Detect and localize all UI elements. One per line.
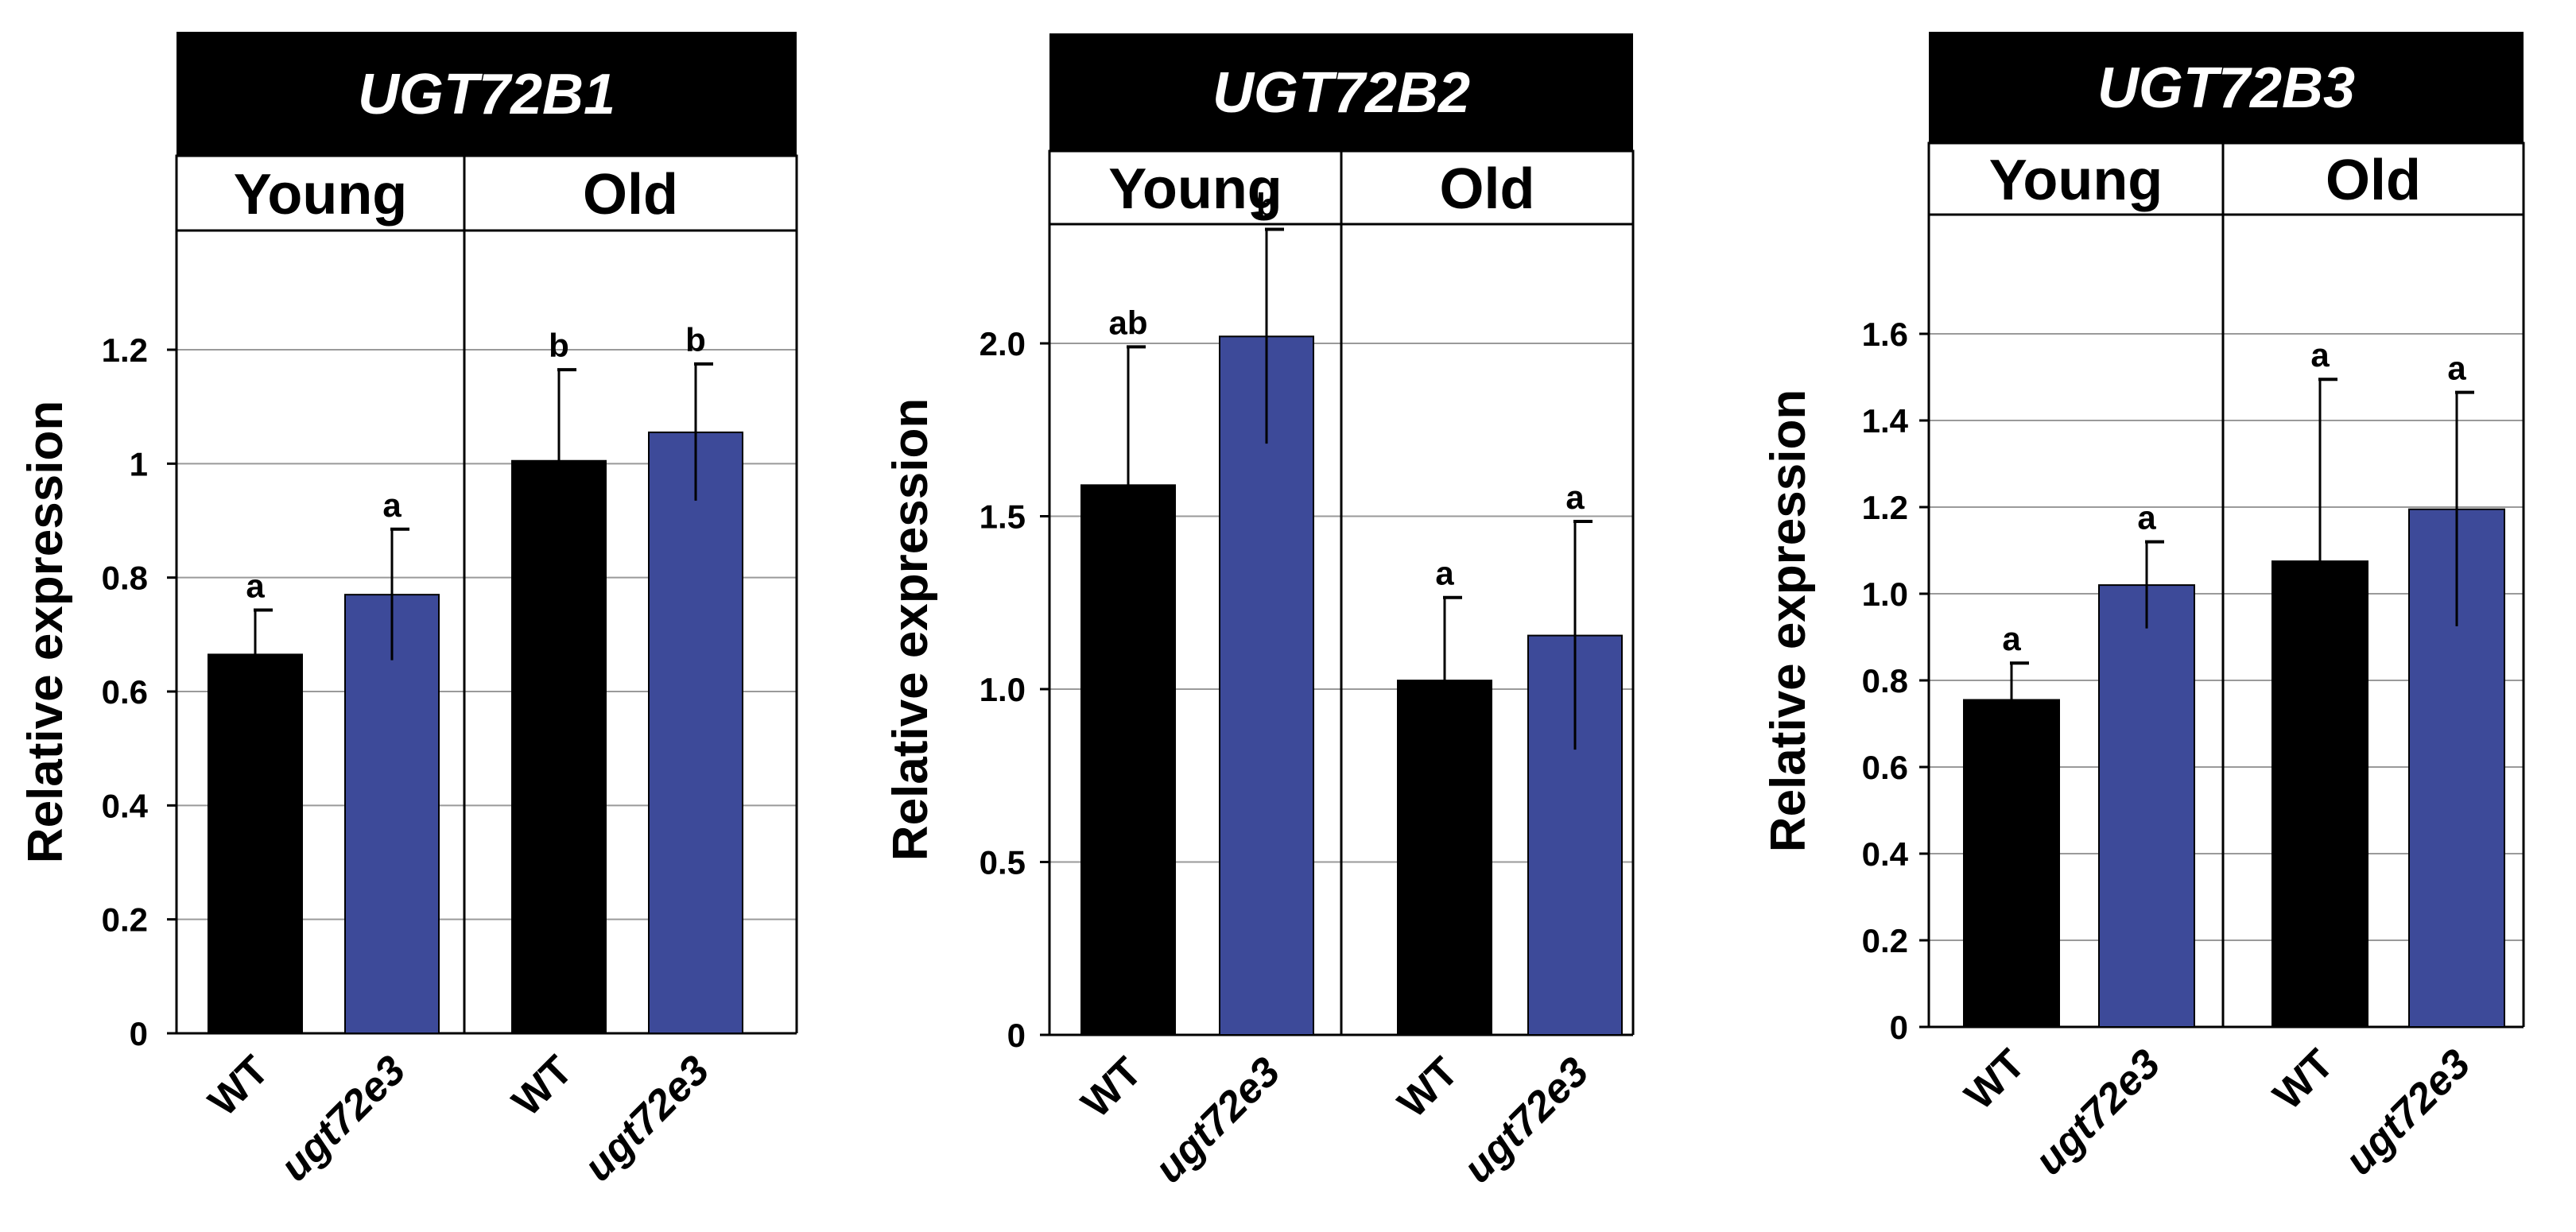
significance-label: a [1435, 555, 1454, 592]
significance-label: a [1565, 478, 1585, 516]
bar [2098, 584, 2195, 1028]
y-tick-label: 2.0 [980, 325, 1026, 362]
significance-label: a [246, 568, 265, 605]
group-label-old: Old [1440, 157, 1535, 221]
y-axis-label: Relative expression [1761, 389, 1816, 852]
significance-label: a [382, 486, 402, 524]
group-label-old: Old [2326, 149, 2421, 212]
significance-label: ab [1108, 304, 1147, 341]
y-tick-label: 1.2 [1862, 489, 1908, 526]
bar [208, 653, 303, 1035]
bar [1963, 699, 2060, 1029]
chart-panel-3: UGT72B3 Young Old 0 0.2 0.4 0.6 0.8 1.0 1.2 1.4 1.6… [1761, 32, 2525, 1184]
y-tick-label: 0.4 [1862, 835, 1909, 873]
chart-title: UGT72B2 [1212, 61, 1470, 125]
y-tick-label: 1.6 [1862, 316, 1908, 353]
x-category-label: WT [1073, 1048, 1150, 1126]
significance-label: b [1256, 186, 1277, 223]
x-category-label: ugt72e3 [1455, 1048, 1598, 1191]
significance-label: a [2310, 336, 2330, 374]
chart-panel-2: UGT72B2 Young Old 0 0.5 1.0 1.5 2.0 Relative exp… [883, 33, 1635, 1191]
y-tick-label: 0.2 [1862, 922, 1908, 959]
group-label-old: Old [583, 163, 678, 227]
y-tick-label: 1.2 [102, 331, 148, 369]
y-tick-label: 0.8 [1862, 662, 1908, 699]
y-tick-label: 0.8 [102, 560, 148, 597]
x-category-label: ugt72e3 [2027, 1040, 2170, 1184]
y-tick-label: 0.6 [1862, 749, 1908, 786]
y-tick-label: 0.5 [980, 844, 1026, 881]
y-tick-label: 0.4 [102, 787, 149, 824]
significance-label: b [685, 321, 706, 358]
y-tick-label: 0 [130, 1015, 148, 1052]
x-category-label: ugt72e3 [576, 1047, 719, 1190]
chart-title: UGT72B1 [358, 63, 615, 126]
y-axis-label: Relative expression [883, 398, 938, 861]
group-header-box [1927, 141, 2525, 216]
y-tick-label: 0.2 [102, 901, 148, 939]
y-tick-label: 0.6 [102, 673, 148, 711]
x-category-label: WT [200, 1047, 277, 1125]
title-box [177, 32, 797, 156]
x-category-label: ugt72e3 [272, 1047, 415, 1190]
significance-label: a [2137, 499, 2156, 537]
significance-label: b [549, 327, 569, 364]
y-tick-label: 1 [130, 445, 148, 482]
bar [648, 431, 743, 1034]
group-header-box [175, 154, 798, 232]
significance-label: a [2447, 350, 2466, 387]
x-category-label: ugt72e3 [1146, 1048, 1290, 1191]
x-category-label: ugt72e3 [2337, 1040, 2480, 1184]
group-label-young: Young [234, 163, 408, 227]
chart-panel-1: UGT72B1 Young Old 0 0.2 0.4 0.6 0.8 1 1.2 Relative… [18, 32, 798, 1190]
chart-title: UGT72B3 [2097, 56, 2355, 120]
group-label-young: Young [1108, 157, 1282, 221]
significance-label: a [2002, 620, 2021, 657]
y-axis-label: Relative expression [18, 401, 73, 863]
y-tick-label: 1.0 [980, 671, 1026, 708]
y-tick-label: 1.5 [980, 498, 1026, 536]
y-tick-label: 0 [1007, 1017, 1026, 1054]
x-category-label: WT [1389, 1048, 1467, 1126]
y-tick-label: 1.0 [1862, 575, 1908, 613]
title-box [1929, 32, 2524, 143]
bar [344, 594, 440, 1034]
group-label-young: Young [1989, 149, 2163, 212]
y-tick-label: 0 [1890, 1009, 1908, 1046]
title-box [1049, 33, 1633, 151]
x-category-label: WT [503, 1047, 581, 1125]
x-category-label: WT [2264, 1040, 2342, 1118]
bar [511, 459, 607, 1034]
y-tick-label: 1.4 [1862, 402, 1909, 440]
x-category-label: WT [1956, 1040, 2034, 1118]
